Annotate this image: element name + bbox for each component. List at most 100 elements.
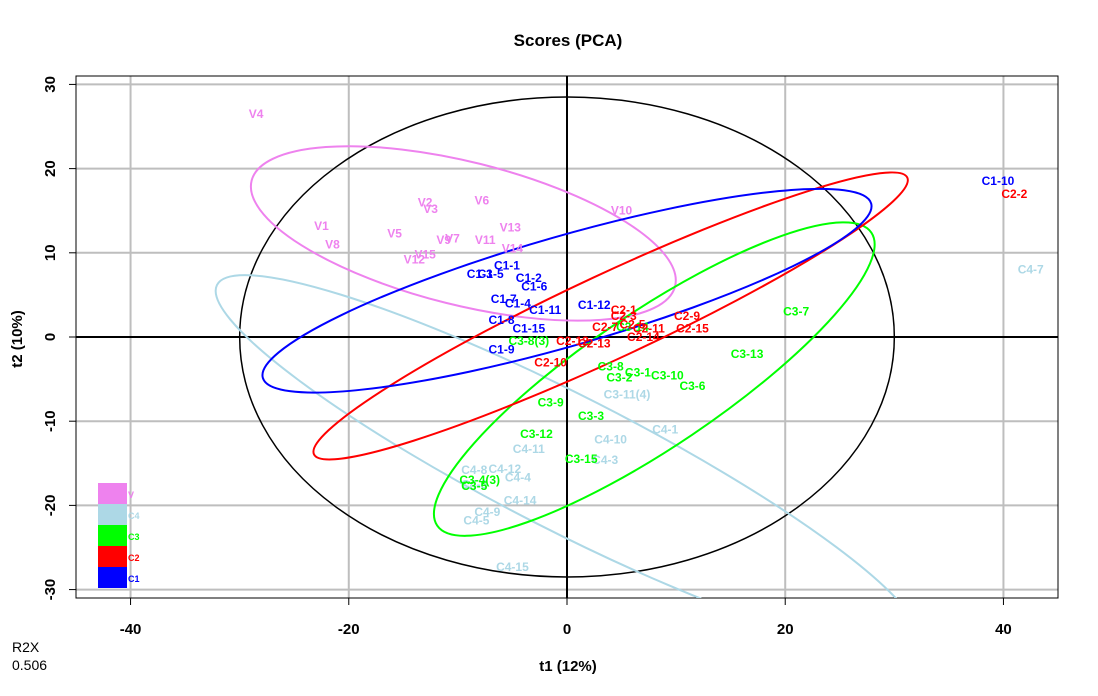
- point-label-c3-4-3-: C3-4(3): [459, 473, 500, 487]
- point-label-c3-12: C3-12: [520, 427, 553, 441]
- point-label-c1-7: C1-7: [491, 292, 517, 306]
- x-tick-label: -40: [120, 621, 142, 638]
- x-tick-label: 0: [563, 621, 571, 638]
- r2x-readout: R2X 0.506: [12, 638, 47, 674]
- point-label-c4-9: C4-9: [474, 505, 500, 519]
- point-label-c4-4: C4-4: [505, 471, 531, 485]
- point-label-c2-9: C2-9: [674, 309, 700, 323]
- point-label-c1-8: C1-8: [489, 313, 515, 327]
- legend-swatch-c3: [98, 525, 127, 546]
- point-label-c2-2: C2-2: [1001, 187, 1027, 201]
- point-label-c2-15: C2-15: [676, 322, 709, 336]
- point-label-c4-3: C4-3: [592, 453, 618, 467]
- point-label-c1-4: C1-4: [505, 296, 531, 310]
- point-label-c4-14: C4-14: [504, 493, 537, 507]
- point-label-c4-10: C4-10: [594, 433, 627, 447]
- y-axis-label: t2 (10%): [9, 310, 26, 368]
- y-tick-label: -10: [42, 410, 59, 432]
- ellipse-c2: [312, 171, 909, 461]
- point-label-c1-2: C1-2: [516, 271, 542, 285]
- point-label-c3-13: C3-13: [731, 347, 764, 361]
- reference-ellipse: [238, 96, 896, 578]
- x-axis-label: t1 (12%): [539, 658, 597, 675]
- ellipse-c1: [261, 187, 873, 394]
- ellipse-c3: [432, 221, 876, 537]
- point-label-c4-6: C4-6: [461, 477, 487, 491]
- legend: V C4 C3 C2 C1: [98, 483, 140, 588]
- point-label-c4-5: C4-5: [463, 514, 489, 528]
- point-label-v5: V5: [387, 226, 402, 240]
- y-tick-label: -20: [42, 495, 59, 517]
- chart-title: Scores (PCA): [514, 31, 623, 50]
- point-label-v15: V15: [414, 247, 436, 261]
- point-label-v3: V3: [423, 202, 438, 216]
- point-label-v9: V9: [436, 233, 451, 247]
- x-tick-label: 40: [995, 621, 1012, 638]
- point-label-c1-1: C1-1: [494, 258, 520, 272]
- point-label-v1: V1: [314, 219, 329, 233]
- point-label-v14: V14: [502, 242, 524, 256]
- legend-swatch-c4: [98, 504, 127, 525]
- y-tick-label: 30: [42, 76, 59, 93]
- point-label-c2-3: C2-3: [611, 309, 637, 323]
- point-label-c4-11: C4-11: [513, 442, 545, 456]
- point-label-c3-14: C3-14: [616, 320, 649, 334]
- point-label-c1-15: C1-15: [512, 322, 545, 336]
- point-label-c3-8: C3-8: [598, 359, 624, 373]
- y-tick-label: 20: [42, 160, 59, 177]
- point-label-c4-7: C4-7: [1018, 263, 1044, 277]
- point-label-c3-11-4-: C3-11(4): [604, 387, 651, 401]
- point-label-c2-11: C2-11: [633, 322, 665, 336]
- y-tick-label: -30: [42, 579, 59, 601]
- point-label-c1-9: C1-9: [489, 343, 515, 357]
- point-label-c3-3: C3-3: [578, 409, 604, 423]
- point-label-c2-10: C2-10: [534, 355, 567, 369]
- legend-label-v: V: [128, 490, 134, 500]
- point-label-c3-5: C3-5: [461, 479, 487, 493]
- point-label-c1-10: C1-10: [982, 174, 1015, 188]
- point-label-c3-10: C3-10: [651, 369, 684, 383]
- legend-label-c1: C1: [128, 574, 140, 584]
- point-label-v8: V8: [325, 237, 340, 251]
- x-tick-label: -20: [338, 621, 360, 638]
- point-label-v10: V10: [611, 204, 633, 218]
- legend-label-c2: C2: [128, 553, 140, 563]
- legend-label-c4: C4: [128, 511, 140, 521]
- point-label-c1-12: C1-12: [578, 298, 611, 312]
- point-label-v7: V7: [445, 231, 460, 245]
- confidence-ellipses: [214, 96, 920, 598]
- ellipse-c4: [214, 274, 920, 598]
- point-label-c1-5: C1-5: [478, 267, 504, 281]
- point-label-c3-1: C3-1: [625, 365, 651, 379]
- legend-label-c3: C3: [128, 532, 140, 542]
- point-label-c3-9: C3-9: [538, 396, 564, 410]
- r2x-value: 0.506: [12, 657, 48, 673]
- point-label-c3-6: C3-6: [679, 379, 705, 393]
- point-label-c1-6: C1-6: [521, 279, 547, 293]
- point-label-c2-12: C2-12: [556, 334, 589, 348]
- point-label-v2: V2: [418, 195, 433, 209]
- point-label-c2-14: C2-14: [627, 330, 660, 344]
- legend-swatch-v: [98, 483, 127, 504]
- point-label-c4-12: C4-12: [488, 462, 521, 476]
- r2x-label: R2X: [12, 639, 40, 655]
- point-label-c2-5: C2-5: [619, 317, 645, 331]
- y-tick-label: 0: [42, 333, 59, 341]
- point-label-c4-8: C4-8: [461, 463, 487, 477]
- point-label-c4-1: C4-1: [652, 423, 678, 437]
- point-label-c2-13: C2-13: [578, 337, 611, 351]
- point-label-c1-11: C1-11: [529, 303, 561, 317]
- y-tick-label: 10: [42, 244, 59, 261]
- legend-swatch-c2: [98, 546, 127, 567]
- point-label-v4: V4: [249, 107, 264, 121]
- point-label-c3-7: C3-7: [783, 305, 809, 319]
- x-tick-label: 20: [777, 621, 794, 638]
- point-label-c2-1: C2-1: [611, 303, 637, 317]
- point-label-v11: V11: [475, 233, 496, 247]
- point-label-v12: V12: [404, 253, 426, 267]
- point-label-c1-3: C1-3: [467, 267, 493, 281]
- point-label-c3-15: C3-15: [565, 452, 598, 466]
- legend-swatch-c1: [98, 567, 127, 588]
- point-label-c3-8-3-: C3-8(3): [508, 334, 549, 348]
